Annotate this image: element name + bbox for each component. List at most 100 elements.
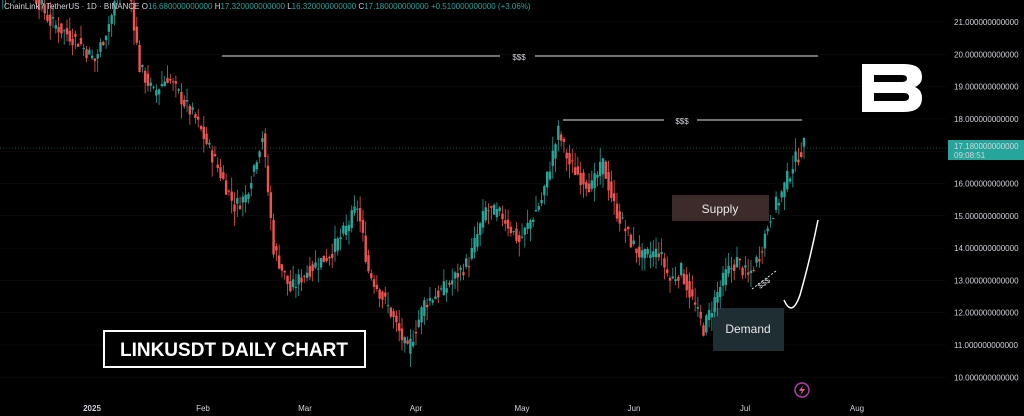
candle-body [763,233,767,249]
candle [612,179,616,216]
candle [342,222,345,237]
open-label: O [141,2,148,11]
candle [685,266,688,298]
candle [82,43,85,57]
candle [71,28,74,56]
candle [638,234,641,266]
candle [523,226,527,248]
candle [629,233,633,249]
candle-body [96,54,99,59]
candle [378,288,381,308]
last-price-tag [948,140,1024,160]
candle [319,257,323,271]
candle-body [593,173,596,189]
candle [537,202,540,212]
candle-body [439,288,443,290]
candle [791,155,795,188]
candle-body [130,0,133,2]
candle [233,192,236,226]
candle [241,192,245,217]
candle-body [93,58,97,62]
candle [303,274,306,283]
candle [130,0,133,12]
candle-body [562,138,566,142]
candle [2,0,4,9]
candle-body [727,265,730,274]
candle-body [800,152,803,157]
candle [506,209,510,237]
time-axis[interactable]: 2025 Feb Mar Apr May Jun Jul Aug [83,404,864,413]
candle [671,267,674,280]
candle-body [532,219,535,223]
candle [149,77,152,92]
candle-body [529,220,532,229]
candle [693,288,697,312]
candle [205,127,208,146]
candle [604,160,607,179]
candle-body [264,133,267,158]
candle [269,185,272,231]
candle [699,304,702,326]
candle-body [738,258,741,261]
candle-body [216,164,219,168]
candle-body [76,43,80,47]
candle [364,221,367,264]
candle [467,256,471,278]
candle-body [353,206,356,213]
candle-body [582,172,585,185]
candle [786,162,789,192]
candle [797,147,800,166]
candle-body [596,174,599,178]
candle [660,238,663,266]
candle [177,87,180,94]
candle [5,0,6,6]
candle-body [138,44,141,73]
candle-body [252,165,256,172]
candle-body [509,226,513,234]
candle-body [733,264,736,271]
candle-body [261,138,264,143]
last-price-value: 17.180000000000 [954,142,1019,151]
candle [403,335,406,353]
candle-body [37,0,41,10]
candle-body [786,171,789,190]
candle-body [699,311,702,319]
high-label: H [214,2,221,11]
candle-body [677,277,680,281]
symbol-label[interactable]: ChainLink / TetherUS · 1D · BINANCE [4,2,140,11]
candle [663,252,666,280]
candle [727,252,730,278]
last-price-countdown: 09:08:51 [954,151,986,160]
candle-body [671,276,674,279]
candle [197,108,200,128]
candle [160,70,164,88]
candle-body [300,277,303,283]
candle-body [615,203,619,219]
candle-body [305,272,309,278]
candle-body [652,251,655,258]
candle [361,209,365,242]
candle-body [322,255,326,262]
candle [705,313,708,336]
candle [336,236,339,256]
lightning-icon[interactable] [794,382,810,398]
liquidity-line-low [751,270,777,290]
candle-body [459,267,462,270]
candle-body [431,300,434,303]
candle [49,2,52,40]
candle-body [283,270,286,273]
candle [462,263,465,281]
time-tick-label: Aug [850,404,864,413]
candle [138,40,141,73]
candle [646,246,649,258]
candle [445,279,448,302]
candle-body [629,234,633,248]
candle [216,157,219,173]
candle-body [409,338,412,354]
candle [626,225,630,236]
candle-body [85,49,88,59]
candle-body [696,307,700,309]
candle-body [548,171,552,180]
candle [733,259,736,281]
